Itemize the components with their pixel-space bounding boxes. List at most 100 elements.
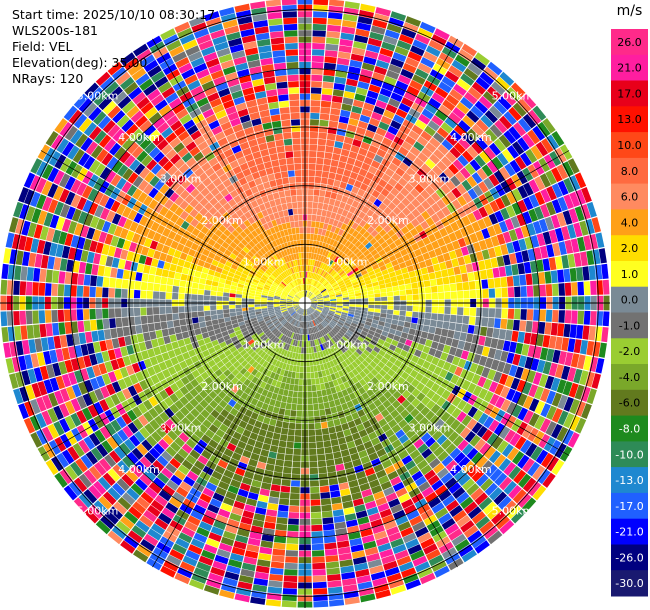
gate-cell: [205, 279, 213, 286]
gate-cell: [366, 314, 374, 320]
gate-cell: [420, 220, 430, 230]
gate-cell: [495, 396, 506, 409]
gate-cell: [462, 478, 475, 491]
gate-cell: [355, 250, 363, 258]
gate-cell: [434, 565, 450, 578]
gate-cell: [380, 357, 389, 365]
gate-cell: [546, 456, 559, 472]
gate-cell: [561, 255, 570, 269]
gate-cell: [326, 561, 340, 569]
gate-cell: [445, 337, 453, 346]
gate-cell: [589, 356, 599, 372]
gate-cell: [384, 183, 394, 192]
gate-cell: [91, 330, 99, 342]
gate-cell: [384, 414, 394, 423]
gate-cell: [383, 206, 392, 216]
gate-cell: [499, 71, 515, 86]
gate-cell: [448, 346, 457, 356]
gate-cell: [409, 79, 423, 91]
gate-cell: [83, 309, 90, 320]
gate-cell: [441, 206, 451, 217]
gate-cell: [174, 272, 182, 280]
gate-cell: [355, 292, 362, 297]
gate-cell: [271, 478, 282, 486]
gate-cell: [423, 174, 434, 185]
gate-cell: [341, 288, 348, 293]
gate-cell: [307, 208, 313, 215]
gate-cell: [426, 400, 436, 410]
gate-cell: [466, 447, 479, 460]
gate-cell: [381, 554, 396, 565]
gate-cell: [518, 473, 532, 488]
gate-cell: [417, 62, 432, 74]
gate-cell: [308, 271, 311, 278]
gate-cell: [428, 39, 444, 52]
gate-cell: [343, 304, 350, 307]
gate-cell: [410, 188, 420, 198]
gate-cell: [504, 429, 516, 443]
gate-cell: [310, 296, 316, 300]
gate-cell: [296, 410, 302, 417]
gate-cell: [322, 249, 327, 256]
gate-cell: [154, 322, 162, 331]
gate-cell: [548, 362, 558, 377]
gate-cell: [475, 516, 490, 530]
gate-cell: [371, 376, 379, 385]
gate-cell: [348, 337, 355, 344]
gate-cell: [497, 96, 512, 111]
gate-cell: [331, 233, 338, 240]
gate-cell: [539, 347, 549, 361]
gate-cell: [388, 344, 397, 352]
gate-cell: [203, 305, 210, 311]
gate-cell: [443, 314, 451, 322]
gate-cell: [421, 386, 431, 396]
gate-cell: [311, 55, 324, 63]
gate-cell: [520, 225, 530, 238]
gate-cell: [439, 261, 447, 271]
gate-cell: [320, 383, 326, 390]
gate-cell: [353, 287, 361, 291]
gate-cell: [439, 368, 448, 379]
gate-cell: [464, 501, 478, 515]
gate-cell: [339, 284, 346, 289]
gate-cell: [534, 386, 544, 400]
gate-cell: [514, 366, 524, 379]
gate-cell: [387, 229, 396, 238]
gate-cell: [102, 318, 110, 330]
gate-cell: [348, 151, 358, 160]
gate-cell: [260, 540, 273, 549]
gate-cell: [335, 333, 342, 340]
gate-cell: [336, 534, 349, 542]
gate-cell: [326, 374, 333, 382]
gate-cell: [591, 373, 601, 389]
gate-cell: [116, 268, 124, 279]
gate-cell: [460, 246, 469, 256]
gate-cell: [313, 273, 317, 280]
gate-cell: [357, 476, 369, 486]
gate-cell: [370, 212, 379, 221]
gate-cell: [452, 486, 466, 499]
gate-cell: [357, 516, 370, 525]
gate-cell: [316, 283, 322, 289]
gate-cell: [383, 245, 392, 253]
gate-cell: [355, 307, 362, 311]
gate-cell: [379, 220, 388, 229]
gate-cell: [456, 315, 463, 324]
gate-cell: [518, 118, 532, 133]
gate-cell: [341, 336, 349, 342]
gate-cell: [235, 304, 242, 309]
gate-cell: [401, 567, 417, 578]
gate-cell: [380, 409, 390, 418]
gate-cell: [306, 309, 309, 315]
gate-cell: [310, 346, 315, 353]
gate-cell: [483, 177, 495, 190]
gate-cell: [467, 530, 483, 544]
gate-cell: [199, 278, 207, 285]
gate-cell: [523, 196, 534, 211]
gate-cell: [375, 127, 387, 137]
gate-cell: [342, 255, 349, 262]
gate-cell: [496, 339, 505, 350]
gate-cell: [380, 115, 392, 125]
gate-cell: [342, 20, 357, 28]
gate-cell: [436, 343, 445, 352]
